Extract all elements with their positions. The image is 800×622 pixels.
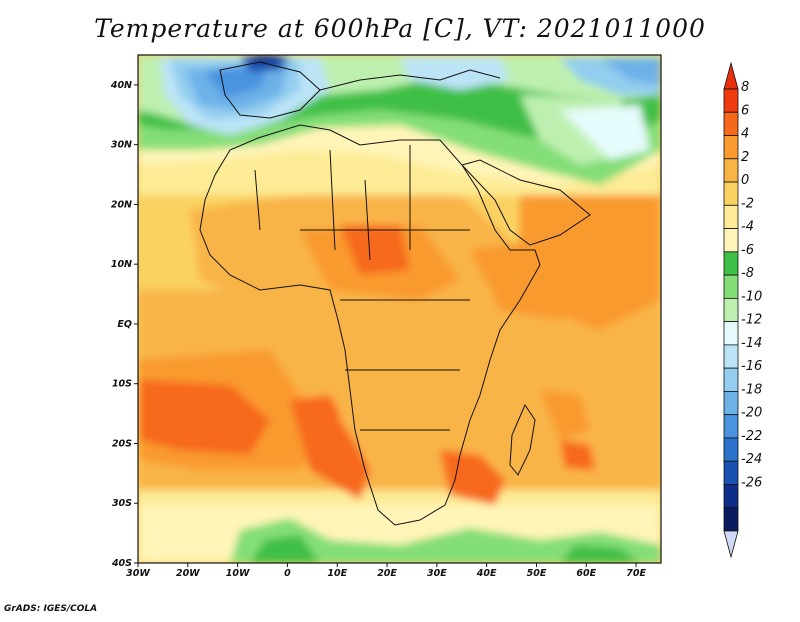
lat-tick-label: 30N bbox=[111, 140, 132, 151]
colorbar-label: 8 bbox=[741, 80, 749, 95]
credit-text: GrADS: IGES/COLA bbox=[4, 604, 98, 614]
lon-tick-label: 60E bbox=[576, 568, 596, 579]
lat-tick-label: 40N bbox=[110, 80, 132, 91]
colorbar-top-arrow bbox=[723, 61, 739, 90]
lon-tick-label: 70E bbox=[626, 568, 646, 579]
map-title: Temperature at 600hPa [C], VT: 202101100… bbox=[94, 14, 706, 43]
temperature-field bbox=[138, 55, 661, 563]
lat-tick-label: EQ bbox=[117, 319, 132, 330]
colorbar-swatch bbox=[723, 251, 739, 276]
lon-tick-label: 10E bbox=[327, 568, 347, 579]
colorbar-label: -22 bbox=[741, 429, 762, 444]
colorbar-swatch bbox=[723, 88, 739, 113]
colorbar-label: -26 bbox=[741, 475, 762, 490]
colorbar-label: 6 bbox=[741, 103, 749, 118]
lon-tick-label: 10W bbox=[226, 568, 250, 579]
coastlines bbox=[199, 61, 591, 526]
colorbar-swatch bbox=[723, 181, 739, 206]
colorbar-label: -12 bbox=[741, 313, 762, 328]
colorbar-bottom-arrow bbox=[723, 530, 739, 559]
lon-tick-label: 20W bbox=[176, 568, 200, 579]
lat-tick-label: 10N bbox=[111, 259, 132, 270]
colorbar-label: 4 bbox=[741, 127, 749, 142]
lon-tick-label: 30W bbox=[126, 568, 150, 579]
colorbar-swatch bbox=[723, 437, 739, 462]
colorbar-swatch bbox=[723, 204, 739, 229]
lat-tick-label: 20S bbox=[112, 438, 132, 449]
colorbar-swatch bbox=[723, 228, 739, 253]
lat-tick-label: 20N bbox=[111, 199, 132, 210]
colorbar-label: -8 bbox=[741, 266, 754, 281]
colorbar-label: -4 bbox=[741, 220, 754, 235]
colorbar-label: 0 bbox=[741, 173, 749, 188]
lat-tick-label: 10S bbox=[112, 379, 132, 390]
colorbar-label: -18 bbox=[741, 382, 762, 397]
colorbar-swatch bbox=[723, 391, 739, 416]
colorbar-swatch bbox=[723, 344, 739, 369]
lon-tick-label: 20E bbox=[377, 568, 397, 579]
lon-tick-label: 30E bbox=[427, 568, 447, 579]
lat-tick-label: 40S bbox=[111, 558, 132, 569]
colorbar-label: -2 bbox=[741, 196, 754, 211]
map-axes: 30W 20W 10W 0 10E 20E 30E 40E 50E 60E 70E 40N 30N 20N… bbox=[110, 80, 647, 579]
lon-tick-label: 0 bbox=[284, 568, 291, 579]
colorbar-swatch bbox=[723, 507, 739, 532]
colorbar-swatch bbox=[723, 460, 739, 485]
lon-tick-label: 50E bbox=[527, 568, 547, 579]
colorbar-swatch bbox=[723, 274, 739, 299]
colorbar-label: -10 bbox=[741, 289, 762, 304]
colorbar-swatch bbox=[723, 297, 739, 323]
colorbar-swatch bbox=[723, 111, 739, 136]
lon-tick-label: 40E bbox=[476, 568, 497, 579]
colorbar-label: -24 bbox=[741, 452, 762, 467]
colorbar-swatch bbox=[723, 414, 739, 439]
colorbar-swatch bbox=[723, 321, 739, 346]
colorbar-label: -14 bbox=[741, 336, 762, 351]
colorbar-label: 2 bbox=[741, 150, 749, 165]
colorbar-label: -6 bbox=[741, 243, 754, 258]
lat-tick-label: 30S bbox=[112, 498, 132, 509]
colorbar: 8 6 4 2 0 -2 -4 -6 -8 -10 -12 -14 -16 -18 -20 -22 -24 -26 bbox=[723, 61, 762, 559]
colorbar-swatch bbox=[723, 135, 739, 160]
colorbar-swatch bbox=[723, 158, 739, 183]
plot-frame bbox=[137, 54, 662, 564]
colorbar-swatch bbox=[723, 484, 739, 509]
colorbar-swatch bbox=[723, 367, 739, 392]
colorbar-label: -16 bbox=[741, 359, 762, 374]
colorbar-label: -20 bbox=[741, 406, 762, 421]
